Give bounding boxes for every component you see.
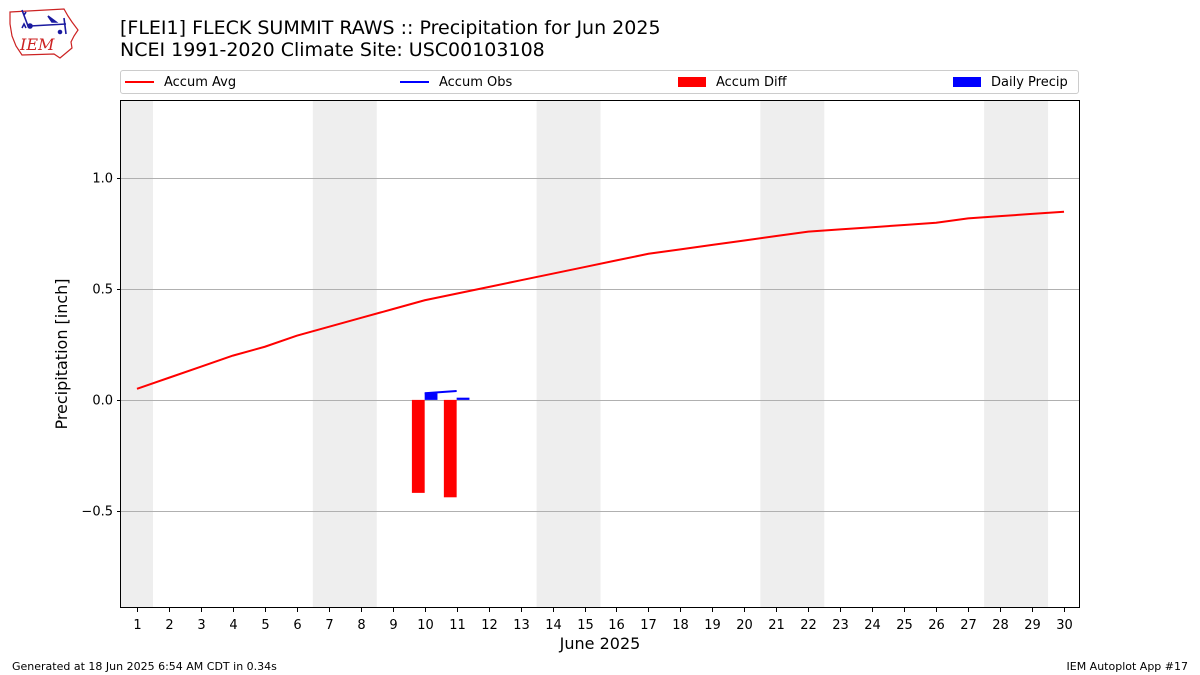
accum-diff-bar — [411, 399, 425, 493]
weekend-band — [121, 101, 153, 608]
legend-swatch — [125, 81, 154, 83]
x-tick-label: 20 — [736, 618, 753, 633]
x-tick-label: 26 — [928, 618, 945, 633]
x-tick-label: 22 — [800, 618, 817, 633]
plot-frame — [120, 100, 1080, 608]
x-tick-label: 13 — [513, 618, 530, 633]
x-tick-label: 9 — [389, 618, 397, 633]
x-tick-label: 4 — [229, 618, 237, 633]
x-tick-label: 6 — [293, 618, 301, 633]
y-tick-label: 0.0 — [92, 394, 113, 409]
legend-item-accum-diff: Accum Diff — [678, 71, 787, 93]
daily-precip-bar — [456, 397, 470, 400]
x-tick-label: 17 — [640, 618, 657, 633]
footer-app-text: IEM Autoplot App #17 — [1066, 660, 1189, 673]
weather-instruments-icon — [21, 9, 67, 35]
x-tick-label: 8 — [357, 618, 365, 633]
iem-logo: IEM — [9, 8, 79, 59]
weekend-band — [536, 101, 601, 608]
x-tick-label: 16 — [608, 618, 625, 633]
legend-item-accum-avg: Accum Avg — [125, 71, 236, 93]
legend: Accum Avg Accum Obs Accum Diff Daily Pre… — [120, 70, 1079, 94]
y-axis-label: Precipitation [inch] — [52, 278, 71, 429]
x-tick-label: 11 — [449, 618, 466, 633]
x-tick-label: 30 — [1056, 618, 1073, 633]
x-tick-label: 3 — [197, 618, 205, 633]
x-tick-label: 25 — [896, 618, 913, 633]
bars — [411, 393, 470, 498]
weekend-band — [760, 101, 825, 608]
y-tick-label: −0.5 — [81, 505, 113, 520]
legend-swatch — [953, 77, 981, 87]
weekend-band — [984, 101, 1049, 608]
y-tick-label: 1.0 — [92, 172, 113, 187]
x-tick-label: 5 — [261, 618, 269, 633]
logo-text: IEM — [19, 35, 55, 54]
x-tick-label: 1 — [133, 618, 141, 633]
x-tick-label: 29 — [1024, 618, 1041, 633]
daily-precip-bar — [424, 393, 438, 400]
legend-item-daily-precip: Daily Precip — [953, 71, 1068, 93]
chart-title: [FLEI1] FLECK SUMMIT RAWS :: Precipitati… — [120, 17, 661, 39]
x-tick-label: 23 — [832, 618, 849, 633]
x-tick-label: 21 — [768, 618, 785, 633]
weekend-shading — [121, 101, 1049, 608]
grid-lines — [121, 178, 1080, 512]
x-tick-label: 12 — [481, 618, 498, 633]
accum-obs-line — [424, 390, 457, 395]
x-tick-label: 2 — [165, 618, 173, 633]
x-tick-label: 18 — [672, 618, 689, 633]
x-tick-label: 10 — [417, 618, 434, 633]
legend-swatch — [400, 81, 429, 83]
x-tick-label: 14 — [545, 618, 562, 633]
x-tick-label: 19 — [704, 618, 721, 633]
y-tick-label: 0.5 — [92, 283, 113, 298]
footer-generated-text: Generated at 18 Jun 2025 6:54 AM CDT in … — [12, 660, 277, 673]
x-tick-label: 28 — [992, 618, 1009, 633]
legend-label: Accum Diff — [716, 74, 787, 90]
legend-label: Daily Precip — [991, 74, 1068, 90]
legend-swatch — [678, 77, 706, 87]
x-tick-label: 27 — [960, 618, 977, 633]
x-axis-label: June 2025 — [559, 634, 641, 653]
lines — [136, 210, 1065, 395]
x-tick-label: 15 — [577, 618, 594, 633]
accum-avg-line — [136, 210, 1065, 390]
legend-item-accum-obs: Accum Obs — [400, 71, 512, 93]
chart-subtitle: NCEI 1991-2020 Climate Site: USC00103108 — [120, 39, 545, 61]
x-tick-label: 7 — [325, 618, 333, 633]
legend-label: Accum Obs — [439, 74, 513, 90]
axis-ticks: −0.50.00.51.01 2 3 4 5 6 7 8 9 10 11 12 13 14 15 16 17 18… — [81, 172, 1072, 634]
accum-diff-bar — [443, 399, 457, 498]
x-tick-label: 24 — [864, 618, 881, 633]
legend-label: Accum Avg — [164, 74, 237, 90]
weekend-band — [312, 101, 377, 608]
